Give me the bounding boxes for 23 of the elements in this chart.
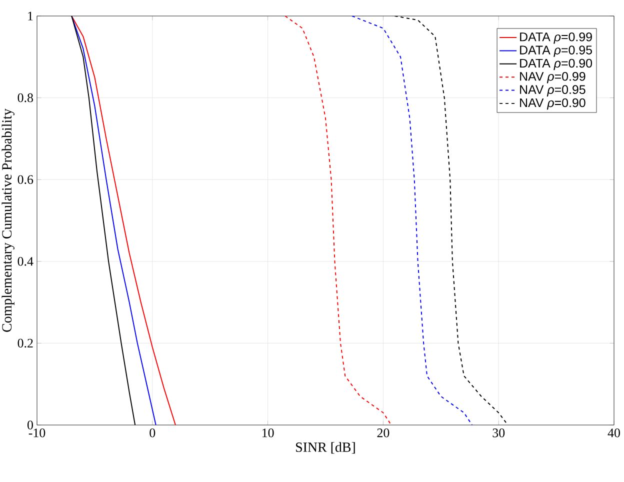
- legend-label: NAV ρ=0.99: [520, 72, 586, 84]
- y-tick-label: 0.2: [18, 338, 33, 348]
- legend-label: DATA ρ=0.99: [520, 32, 592, 44]
- y-tick-label: 0.6: [18, 175, 34, 184]
- y-tick-label: 0.4: [18, 257, 34, 266]
- y-axis-title: Complementary Cumulative Probability: [2, 108, 14, 332]
- y-tick-label: 1: [28, 12, 33, 20]
- line-series: [71, 16, 156, 425]
- legend-label: DATA ρ=0.90: [520, 58, 592, 70]
- legend-label: NAV ρ=0.90: [520, 98, 586, 110]
- x-tick-label: 0: [150, 428, 156, 438]
- x-axis-title: SINR [dB]: [296, 442, 355, 454]
- legend-label: NAV ρ=0.95: [520, 85, 586, 96]
- line-series: [352, 16, 473, 425]
- x-tick-label: 20: [377, 428, 390, 438]
- x-tick-label: 30: [492, 428, 505, 438]
- y-tick-label: 0: [28, 420, 33, 430]
- x-tick-label: 10: [262, 428, 274, 438]
- legend-label: DATA ρ=0.95: [520, 46, 592, 57]
- line-series: [284, 16, 392, 425]
- x-tick-label: 40: [608, 428, 620, 438]
- y-tick-label: 0.8: [18, 93, 33, 102]
- x-tick-label: -10: [28, 428, 46, 438]
